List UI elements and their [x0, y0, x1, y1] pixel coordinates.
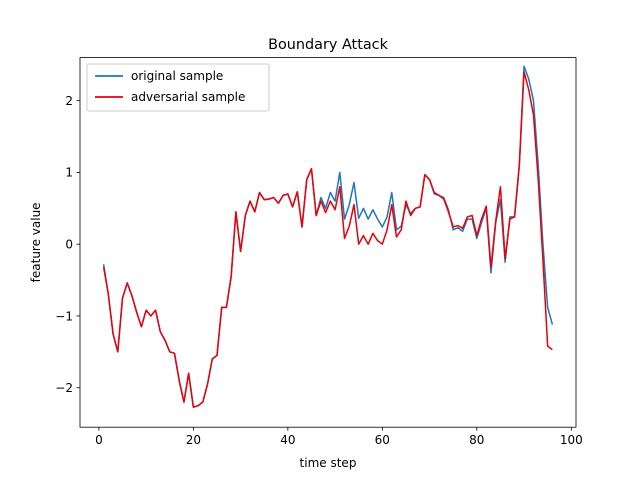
x-tick-label: 0 [95, 433, 103, 447]
plot-frame [79, 57, 577, 428]
series-line-adversarial [102, 71, 553, 408]
x-axis-label: time step [300, 456, 357, 470]
plot-series [102, 65, 554, 408]
y-axis-label: feature value [29, 202, 43, 282]
y-tick-label: −2 [55, 381, 73, 395]
y-tick-label: −1 [55, 309, 73, 323]
x-tick-label: 80 [469, 433, 484, 447]
y-tick-label: 2 [65, 94, 73, 108]
y-tick-label: 1 [65, 166, 73, 180]
legend-label-adversarial: adversarial sample [131, 90, 245, 104]
chart-title: Boundary Attack [268, 37, 388, 53]
x-tick-label: 20 [186, 433, 201, 447]
legend: original sample adversarial sample [86, 63, 270, 112]
series-line-original [102, 65, 554, 408]
y-tick-label: 0 [65, 237, 73, 251]
legend-label-original: original sample [131, 69, 223, 83]
x-tick-label: 100 [560, 433, 583, 447]
legend-box [86, 63, 270, 112]
x-tick-label: 60 [375, 433, 390, 447]
x-tick-label: 40 [280, 433, 295, 447]
x-axis-ticks: 0 20 40 60 80 100 [95, 427, 583, 447]
y-axis-ticks: −2 −1 0 1 2 [55, 94, 80, 395]
